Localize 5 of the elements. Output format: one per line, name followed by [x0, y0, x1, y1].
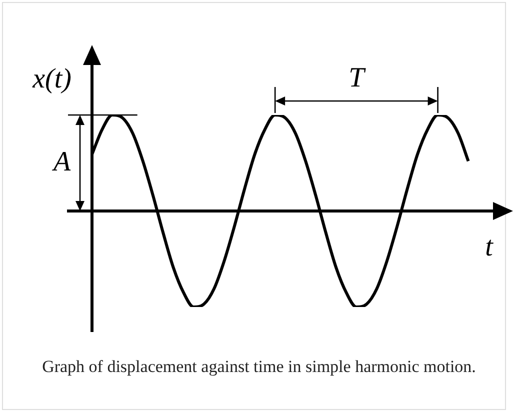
text: Graph of displacement against time in simple harmonic motion. [41, 356, 477, 378]
text: T [348, 62, 367, 94]
text: A [51, 146, 72, 178]
y-axis-title: x(t) [32, 63, 72, 94]
x-axis-title: t [485, 231, 494, 262]
